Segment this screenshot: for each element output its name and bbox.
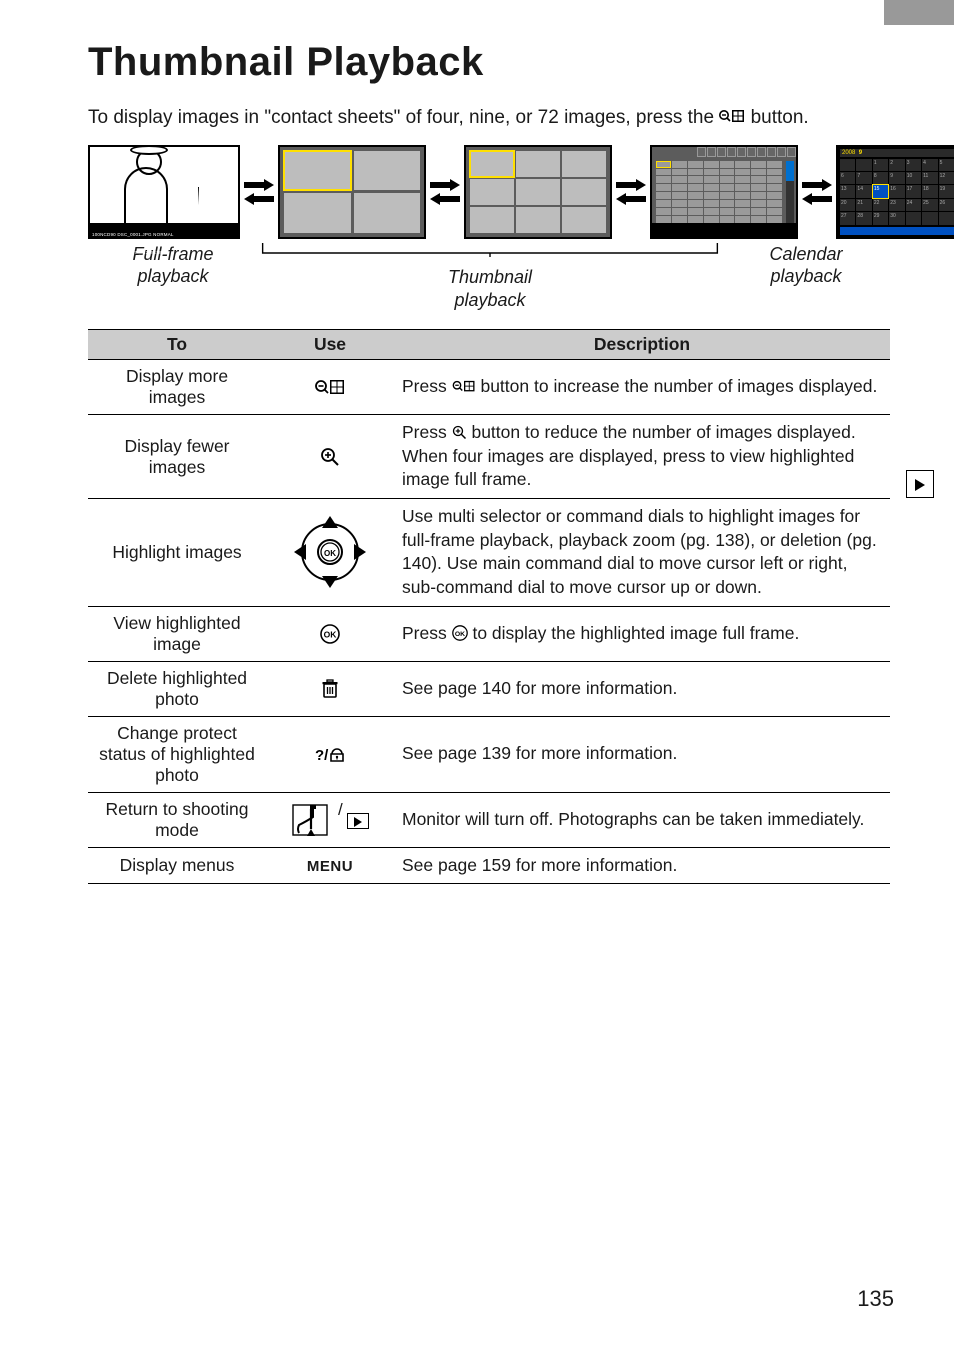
use-cell xyxy=(266,415,394,499)
zoom-out-thumb-icon xyxy=(315,379,345,397)
to-cell: View highlighted image xyxy=(88,606,266,661)
desc-cell: See page 139 for more information. xyxy=(394,716,890,792)
desc-cell: Press OK to display the highlighted imag… xyxy=(394,606,890,661)
th-use: Use xyxy=(266,330,394,360)
arrow-pair xyxy=(430,179,460,205)
table-row: Highlight images OK Use multi selector o… xyxy=(88,499,890,607)
to-cell: Display more images xyxy=(88,360,266,415)
multi-selector-icon: OK xyxy=(294,516,366,588)
table-row: Display fewer images Press button to red… xyxy=(88,415,890,499)
to-cell: Highlight images xyxy=(88,499,266,607)
to-cell: Change protect status of highlighted pho… xyxy=(88,716,266,792)
arrow-right-icon xyxy=(616,179,646,191)
play-icon xyxy=(347,813,369,829)
use-cell: OK xyxy=(266,606,394,661)
desc-cell: See page 159 for more information. xyxy=(394,847,890,884)
caption-thumbnail: Thumbnail xyxy=(258,266,722,289)
arrow-left-icon xyxy=(616,193,646,205)
controls-table: To Use Description Display more images P… xyxy=(88,329,890,884)
use-cell xyxy=(266,360,394,415)
full-frame-screen: 100NCD90 DSC_0001.JPG NORMAL15/09/2008 1… xyxy=(88,145,240,239)
menu-icon: MENU xyxy=(307,858,353,875)
grid4-screen xyxy=(278,145,426,239)
grid9-screen xyxy=(464,145,612,239)
calendar-screen: 2008 9 123456789101112131415161718192021… xyxy=(836,145,954,239)
protect-icon: ?/ xyxy=(314,746,346,764)
to-cell: Display fewer images xyxy=(88,415,266,499)
arrow-pair xyxy=(244,179,274,205)
svg-text:OK: OK xyxy=(324,549,336,558)
use-cell: MENU xyxy=(266,847,394,884)
zoom-in-icon xyxy=(452,425,467,440)
svg-text:OK: OK xyxy=(324,630,338,640)
to-cell: Delete highlighted photo xyxy=(88,661,266,716)
intro-text: To display images in "contact sheets" of… xyxy=(88,105,890,131)
arrow-right-icon xyxy=(802,179,832,191)
arrow-pair xyxy=(802,179,832,205)
arrow-left-icon xyxy=(802,193,832,205)
desc-cell: Monitor will turn off. Photographs can b… xyxy=(394,792,890,847)
arrow-left-icon xyxy=(244,193,274,205)
trash-icon xyxy=(321,679,339,699)
intro-after: button. xyxy=(745,107,808,128)
th-to: To xyxy=(88,330,266,360)
page-number: 135 xyxy=(857,1286,894,1312)
desc-cell: Press button to increase the number of i… xyxy=(394,360,890,415)
page-title: Thumbnail Playback xyxy=(88,40,890,85)
zoom-out-thumb-icon xyxy=(452,380,476,394)
desc-cell: See page 140 for more information. xyxy=(394,661,890,716)
zoom-out-thumb-icon xyxy=(719,109,745,125)
table-row: Display more images Press button to incr… xyxy=(88,360,890,415)
zoom-in-icon xyxy=(320,447,340,467)
caption-fullframe-l2: playback xyxy=(88,265,258,288)
table-row: Change protect status of highlighted pho… xyxy=(88,716,890,792)
desc-cell: Use multi selector or command dials to h… xyxy=(394,499,890,607)
diagram-captions: Full-frame playback Thumbnail playback C… xyxy=(88,243,890,312)
page-content: Thumbnail Playback To display images in … xyxy=(0,0,954,884)
svg-text:OK: OK xyxy=(455,631,465,638)
playback-side-tab xyxy=(906,470,934,498)
playback-mode-diagram: 100NCD90 DSC_0001.JPG NORMAL15/09/2008 1… xyxy=(88,145,890,239)
arrow-right-icon xyxy=(430,179,460,191)
table-row: Delete highlighted photo See page 140 fo… xyxy=(88,661,890,716)
shutter-icon xyxy=(291,803,333,839)
to-cell: Display menus xyxy=(88,847,266,884)
use-cell xyxy=(266,661,394,716)
arrow-pair xyxy=(616,179,646,205)
caption-calendar: Calendar xyxy=(722,243,890,266)
table-row: View highlighted image OK Press OK to di… xyxy=(88,606,890,661)
to-cell: Return to shooting mode xyxy=(88,792,266,847)
ok-icon: OK xyxy=(320,624,340,644)
th-desc: Description xyxy=(394,330,890,360)
ok-icon: OK xyxy=(452,625,468,641)
use-cell: / xyxy=(266,792,394,847)
page-corner-tab xyxy=(884,0,954,25)
arrow-left-icon xyxy=(430,193,460,205)
use-cell: OK xyxy=(266,499,394,607)
arrow-right-icon xyxy=(244,179,274,191)
table-row: Return to shooting mode / Monitor will t… xyxy=(88,792,890,847)
grid72-screen xyxy=(650,145,798,239)
intro-before: To display images in "contact sheets" of… xyxy=(88,107,719,128)
caption-calendar-l2: playback xyxy=(722,265,890,288)
svg-text:?/: ?/ xyxy=(315,747,329,764)
desc-cell: Press button to reduce the number of ima… xyxy=(394,415,890,499)
caption-thumbnail-l2: playback xyxy=(258,289,722,312)
use-cell: ?/ xyxy=(266,716,394,792)
table-row: Display menus MENU See page 159 for more… xyxy=(88,847,890,884)
bracket-icon xyxy=(258,243,722,257)
